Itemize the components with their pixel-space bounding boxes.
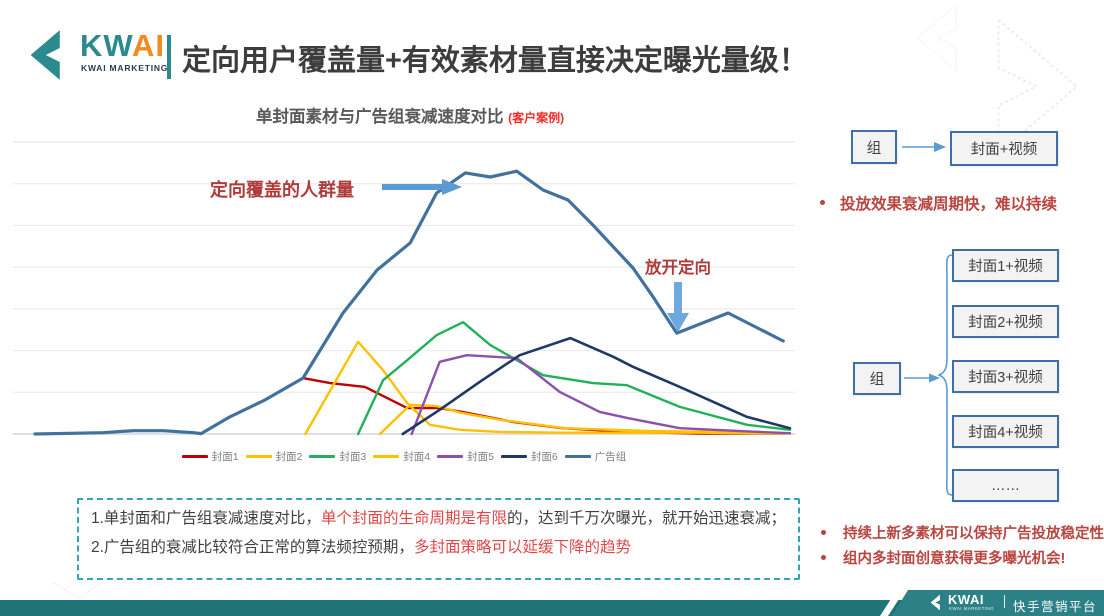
notes-segment: 的，达到千万次曝光，就开始迅速衰减； <box>506 510 786 527</box>
decay-note: 投放效果衰减周期快，难以持续 <box>840 196 1058 213</box>
footer-brand: KWAI <box>948 592 984 607</box>
benefit-item: 持续上新多素材可以保持广告投放稳定性； <box>843 526 1104 542</box>
flow2-target-box: 封面1+视频 <box>952 249 1059 282</box>
chart-title-text: 单封面素材与广告组衰减速度对比 <box>256 108 504 126</box>
flow2-source-label: 组 <box>869 372 885 388</box>
notes-paragraph: 1.单封面和广告组衰减速度对比，单个封面的生命周期是有限的，达到千万次曝光，就开… <box>91 504 786 533</box>
bullet-dot <box>821 530 826 535</box>
annotation-release-label: 放开定向 <box>645 259 711 277</box>
footer-bar <box>0 600 1104 616</box>
flow2-source-box: 组 <box>853 362 901 395</box>
legend-swatch <box>245 455 272 458</box>
legend-item: 封面2 <box>245 449 303 464</box>
footer-brand-subtitle: KWAI MARKETING <box>949 606 994 611</box>
notes-segment: 1.单封面和广告组衰减速度对比， <box>91 510 321 527</box>
legend-label: 封面1 <box>211 451 239 463</box>
chart-title: 单封面素材与广告组衰减速度对比 (客户案例) <box>256 103 564 127</box>
flow2-target-label: 封面4+视频 <box>968 425 1043 441</box>
footer-platform-name: 快手营销平台 <box>1013 600 1098 614</box>
annotation-peak-label: 定向覆盖的人群量 <box>210 180 354 200</box>
decorative-chevron <box>54 582 102 599</box>
notes-paragraph: 2.广告组的衰减比较符合正常的算法频控预期，多封面策略可以延缓下降的趋势 <box>91 533 786 562</box>
notes-box: 1.单封面和广告组衰减速度对比，单个封面的生命周期是有限的，达到千万次曝光，就开… <box>77 498 800 580</box>
legend-label: 封面5 <box>467 451 494 463</box>
brand-subtitle: KWAI MARKETING <box>81 63 169 73</box>
legend-item: 封面5 <box>437 449 494 464</box>
brand-wordmark: KWAI <box>80 30 165 61</box>
legend-label: 封面6 <box>530 451 558 463</box>
bullet-dot <box>820 200 825 205</box>
decay-line-chart <box>13 141 795 436</box>
legend-item: 封面1 <box>181 449 239 464</box>
legend-item: 封面3 <box>309 449 366 464</box>
legend-label: 封面3 <box>339 451 367 463</box>
flow2-target-box: …… <box>952 469 1059 502</box>
flow1-target-box: 封面+视频 <box>950 131 1058 166</box>
legend-swatch <box>500 455 527 458</box>
benefit-item: 组内多封面创意获得更多曝光机会! <box>843 551 1066 567</box>
thick-arrow-right-icon <box>382 179 462 195</box>
brand-kw: KW <box>80 28 132 63</box>
curly-brace-icon <box>938 254 953 496</box>
chart-legend: 封面1 封面2 封面3 封面4 封面5 封面6 广告组 <box>13 449 795 464</box>
flow2-target-label: 封面1+视频 <box>968 259 1043 275</box>
footer-kwai-chevron-icon <box>930 594 940 611</box>
legend-swatch <box>437 455 464 458</box>
bullet-dot <box>821 555 826 560</box>
legend-swatch <box>181 455 208 458</box>
flow2-arrow-icon <box>904 373 940 383</box>
flow1-source-label: 组 <box>866 140 882 157</box>
flow1-arrow-icon <box>902 142 946 152</box>
footer-separator <box>1004 595 1005 608</box>
notes-segment: 2.广告组的衰减比较符合正常的算法频控预期， <box>91 539 414 556</box>
flow2-target-label: …… <box>991 477 1020 494</box>
legend-item: 封面6 <box>500 449 558 464</box>
legend-swatch <box>309 455 336 458</box>
legend-label: 封面2 <box>275 451 303 463</box>
flow1-source-box: 组 <box>851 130 897 164</box>
brand-ai: AI <box>131 28 165 63</box>
flow1-target-label: 封面+视频 <box>970 142 1038 158</box>
legend-label: 封面4 <box>403 451 431 463</box>
kwai-chevron-icon <box>30 30 60 80</box>
flow2-target-label: 封面3+视频 <box>968 370 1043 386</box>
legend-item: 封面4 <box>373 449 430 464</box>
footer-slant-decoration <box>880 588 1104 616</box>
header-divider <box>167 35 171 79</box>
flow2-target-label: 封面2+视频 <box>968 315 1043 331</box>
legend-swatch <box>564 455 591 458</box>
legend-label: 广告组 <box>594 451 627 463</box>
legend-swatch <box>373 455 400 458</box>
decorative-diamonds <box>916 3 1079 156</box>
notes-segment-highlight: 多封面策略可以延缓下降的趋势 <box>413 539 631 556</box>
flow2-target-box: 封面4+视频 <box>952 415 1059 448</box>
thick-arrow-down-icon <box>667 282 689 332</box>
page-title: 定向用户覆盖量+有效素材量直接决定曝光量级！ <box>182 45 808 77</box>
legend-item: 广告组 <box>564 449 627 464</box>
flow2-target-box: 封面3+视频 <box>952 360 1059 393</box>
notes-segment-highlight: 单个封面的生命周期是有限 <box>320 510 507 527</box>
flow2-target-box: 封面2+视频 <box>952 305 1059 338</box>
chart-title-note: (客户案例) <box>508 111 565 125</box>
